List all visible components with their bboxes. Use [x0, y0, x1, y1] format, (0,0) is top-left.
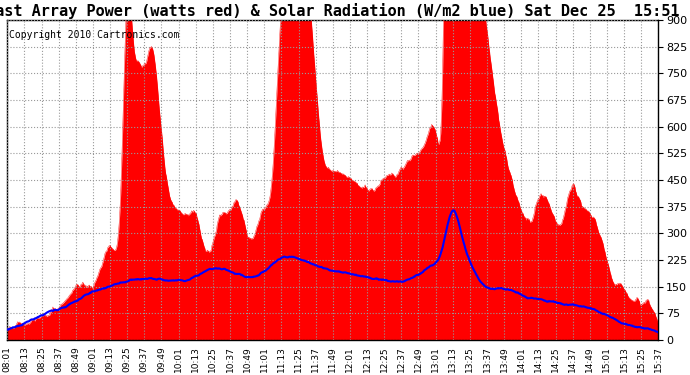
Title: East Array Power (watts red) & Solar Radiation (W/m2 blue) Sat Dec 25  15:51: East Array Power (watts red) & Solar Rad… — [0, 3, 680, 19]
Text: Copyright 2010 Cartronics.com: Copyright 2010 Cartronics.com — [8, 30, 179, 39]
